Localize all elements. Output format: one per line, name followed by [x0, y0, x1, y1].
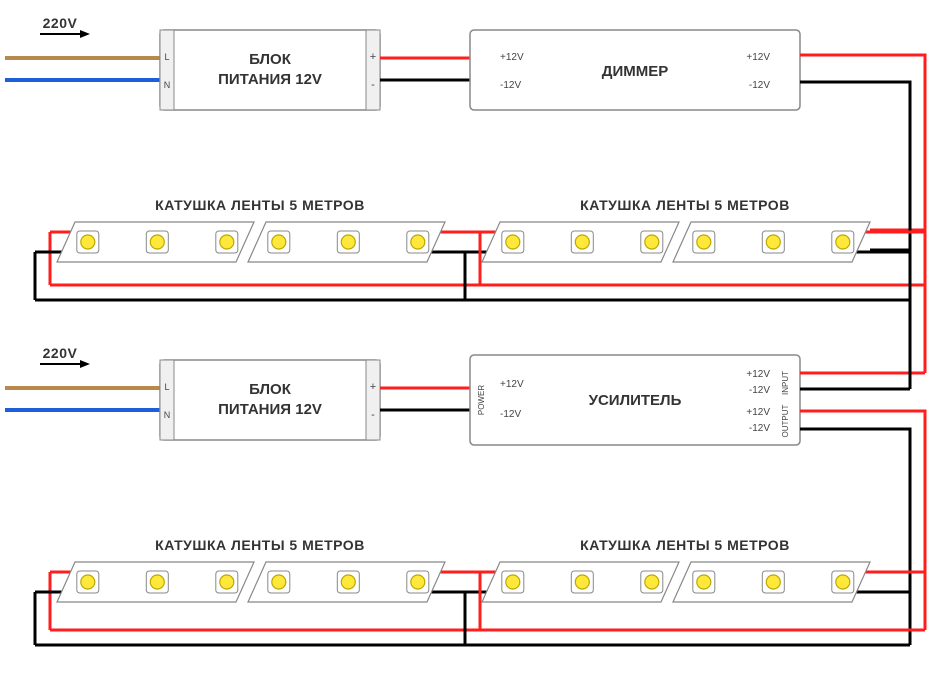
strip-label-2a: КАТУШКА ЛЕНТЫ 5 МЕТРОВ — [155, 537, 365, 553]
led-chip — [836, 235, 850, 249]
led-chip — [575, 235, 589, 249]
psu2-L: L — [164, 382, 169, 392]
led-chip — [506, 575, 520, 589]
led-chip — [645, 235, 659, 249]
amp-title: УСИЛИТЕЛЬ — [589, 392, 682, 409]
amp-pwr-minus: -12V — [500, 409, 521, 420]
psu2-minus: - — [371, 409, 375, 421]
dimmer-in-minus: -12V — [500, 80, 521, 91]
led-chip — [220, 235, 234, 249]
led-chip — [220, 575, 234, 589]
psu2-N: N — [164, 410, 171, 420]
input-voltage-1: 220V — [43, 15, 78, 31]
amp-input-label: INPUT — [781, 371, 790, 395]
led-chip — [645, 575, 659, 589]
led-chip — [341, 235, 355, 249]
led-chip — [341, 575, 355, 589]
led-chip — [766, 235, 780, 249]
led-chip — [81, 575, 95, 589]
led-chip — [766, 575, 780, 589]
led-chip — [411, 575, 425, 589]
amp-output-label: OUTPUT — [781, 404, 790, 437]
psu1-L: L — [164, 52, 169, 62]
led-chip — [836, 575, 850, 589]
amp-power-label: POWER — [477, 385, 486, 415]
dimmer-in-plus: +12V — [500, 52, 524, 63]
led-chip — [150, 235, 164, 249]
amp-in-plus: +12V — [746, 369, 770, 380]
amp-out-minus: -12V — [749, 423, 770, 434]
psu-box-2 — [160, 360, 380, 440]
led-chip — [697, 235, 711, 249]
dimmer-out-minus: -12V — [749, 80, 770, 91]
led-chip — [81, 235, 95, 249]
input-voltage-2: 220V — [43, 345, 78, 361]
amp-pwr-plus: +12V — [500, 379, 524, 390]
amp-in-minus: -12V — [749, 385, 770, 396]
psu2-plus: + — [370, 381, 376, 393]
amp-out-plus: +12V — [746, 407, 770, 418]
psu2-title1: БЛОК — [249, 381, 292, 398]
led-chip — [575, 575, 589, 589]
strip-label-1b: КАТУШКА ЛЕНТЫ 5 МЕТРОВ — [580, 197, 790, 213]
psu1-title1: БЛОК — [249, 51, 292, 68]
psu1-plus: + — [370, 51, 376, 63]
psu2-title2: ПИТАНИЯ 12V — [218, 401, 322, 418]
led-chip — [272, 235, 286, 249]
led-chip — [697, 575, 711, 589]
led-chip — [272, 575, 286, 589]
psu1-N: N — [164, 80, 171, 90]
strip-label-2b: КАТУШКА ЛЕНТЫ 5 МЕТРОВ — [580, 537, 790, 553]
led-chip — [150, 575, 164, 589]
dimmer-out-plus: +12V — [746, 52, 770, 63]
led-chip — [411, 235, 425, 249]
psu1-minus: - — [371, 79, 375, 91]
led-chip — [506, 235, 520, 249]
dimmer-title: ДИММЕР — [602, 63, 668, 80]
strip-label-1a: КАТУШКА ЛЕНТЫ 5 МЕТРОВ — [155, 197, 365, 213]
psu-box-1 — [160, 30, 380, 110]
psu1-title2: ПИТАНИЯ 12V — [218, 71, 322, 88]
